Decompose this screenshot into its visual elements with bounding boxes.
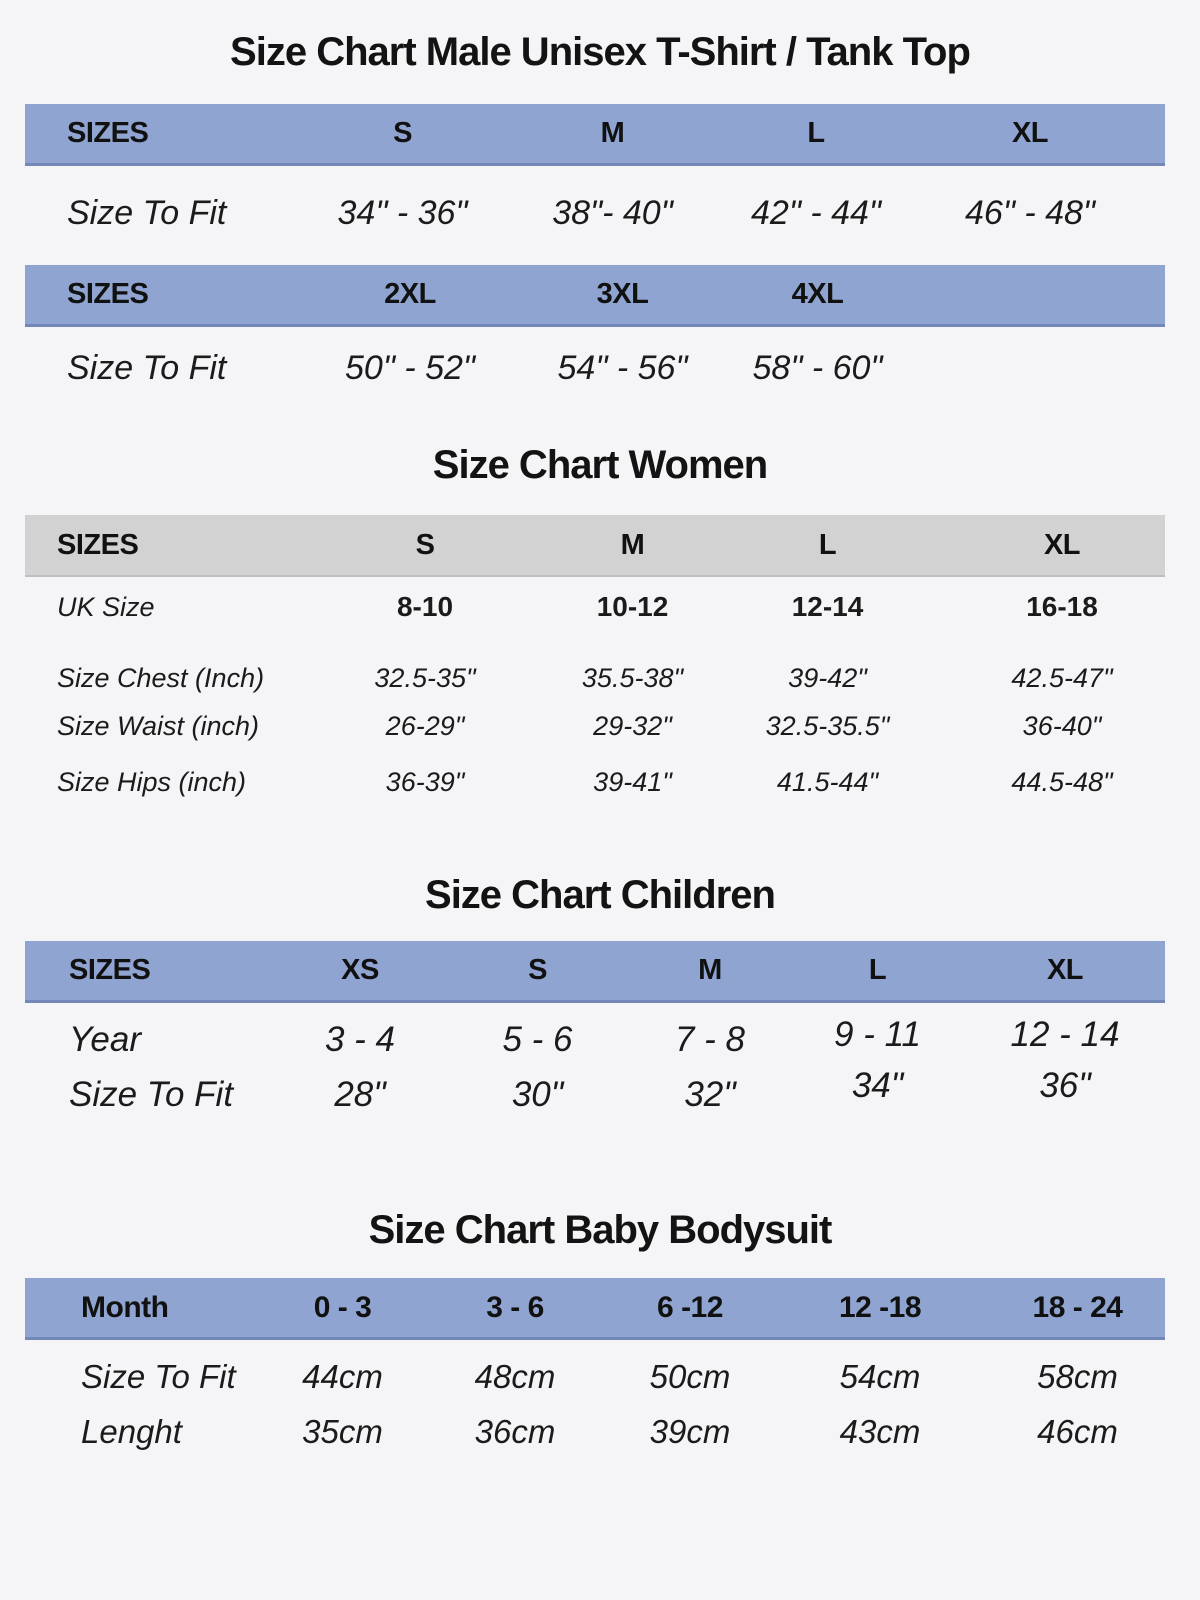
men-table2-size-to-fit-row: Size To Fit 50" - 52" 54" - 56" 58" - 60… [25, 338, 1165, 398]
children-year-row: Year 3 - 4 5 - 6 7 - 8 9 - 11 12 - 14 [25, 1010, 1165, 1070]
women-header-l: L [818, 528, 837, 561]
value-cell: 39cm [649, 1413, 731, 1450]
women-header-xl: XL [1043, 528, 1081, 561]
value-cell: 35cm [302, 1413, 383, 1450]
value-cell: 36cm [474, 1413, 556, 1450]
value-cell: 36-40" [1022, 710, 1102, 741]
value-cell: 41.5-44" [776, 766, 879, 797]
value-cell: 12-14 [791, 591, 864, 622]
women-hips-row: Size Hips (inch) 36-39" 39-41" 41.5-44" … [25, 752, 1165, 812]
men-table1-header-l: L [807, 117, 825, 149]
value-cell: 43cm [839, 1413, 921, 1450]
value-cell: 54cm [839, 1358, 921, 1395]
row-label: Size To Fit [81, 1358, 236, 1395]
children-header-xl: XL [1046, 954, 1084, 986]
row-label: Lenght [81, 1413, 182, 1450]
row-label: UK Size [57, 591, 155, 622]
value-cell: 36-39" [385, 766, 465, 797]
men-table2-header-row: SIZES 2XL 3XL 4XL [25, 265, 1165, 327]
value-cell: 32.5-35" [374, 662, 476, 693]
row-label: Size Chest (Inch) [57, 662, 265, 693]
value-cell: 58cm [1037, 1358, 1118, 1395]
women-waist-row: Size Waist (inch) 26-29" 29-32" 32.5-35.… [25, 696, 1165, 756]
children-header-l: L [868, 954, 887, 986]
women-uk-size-row: UK Size 8-10 10-12 12-14 16-18 [25, 577, 1165, 637]
value-cell: 8-10 [396, 591, 454, 622]
baby-header-3-6: 3 - 6 [486, 1290, 544, 1324]
value-cell: 30" [511, 1075, 564, 1114]
row-label: Size To Fit [69, 1075, 234, 1114]
value-cell: 36" [1039, 1066, 1091, 1105]
value-cell: 50cm [649, 1358, 731, 1395]
baby-header-0-3: 0 - 3 [313, 1290, 372, 1324]
row-label: Size To Fit [67, 193, 227, 232]
baby-header-month: Month [81, 1290, 169, 1324]
value-cell: 16-18 [1026, 591, 1098, 622]
children-header-m: M [698, 954, 722, 986]
value-cell: 35.5-38" [581, 662, 684, 693]
baby-header-6-12: 6 -12 [657, 1290, 723, 1324]
men-table2-header-sizes: SIZES [67, 278, 149, 310]
baby-table-header-row: Month 0 - 3 3 - 6 6 -12 12 -18 18 - 24 [25, 1278, 1165, 1340]
value-cell: 46" - 48" [965, 193, 1095, 232]
value-cell: 3 - 4 [324, 1020, 396, 1059]
row-label: Year [69, 1020, 141, 1059]
row-label: Size Hips (inch) [57, 766, 247, 797]
value-cell: 38"- 40" [552, 193, 673, 232]
value-cell: 39-42" [788, 662, 867, 693]
women-header-s: S [415, 528, 435, 561]
value-cell: 42" - 44" [751, 193, 881, 232]
value-cell: 54" - 56" [557, 348, 688, 387]
men-table1-header-row: SIZES S M L XL [25, 104, 1165, 166]
value-cell: 32.5-35.5" [765, 710, 890, 741]
value-cell: 39-41" [593, 766, 672, 797]
value-cell: 42.5-47" [1011, 662, 1113, 693]
baby-size-to-fit-row: Size To Fit 44cm 48cm 50cm 54cm 58cm [25, 1347, 1165, 1407]
value-cell: 58" - 60" [752, 348, 883, 387]
children-header-s: S [528, 954, 547, 986]
men-table1-header-sizes: SIZES [67, 117, 149, 149]
men-table1-size-to-fit-row: Size To Fit 34" - 36" 38"- 40" 42" - 44"… [25, 183, 1165, 243]
men-table2-header-4xl: 4XL [791, 278, 844, 310]
women-section-title: Size Chart Women [432, 443, 768, 487]
value-cell: 32" [684, 1075, 736, 1114]
value-cell: 44.5-48" [1011, 766, 1113, 797]
value-cell: 50" - 52" [345, 348, 475, 387]
baby-length-row: Lenght 35cm 36cm 39cm 43cm 46cm [25, 1402, 1165, 1462]
value-cell: 29-32" [593, 710, 672, 741]
children-header-sizes: SIZES [69, 954, 151, 986]
value-cell: 48cm [474, 1358, 556, 1395]
value-cell: 9 - 11 [834, 1015, 921, 1054]
children-table-header-row: SIZES XS S M L XL [25, 941, 1165, 1003]
men-table1-header-xl: XL [1011, 117, 1049, 149]
value-cell: 34" - 36" [337, 193, 468, 232]
baby-header-12-18: 12 -18 [838, 1290, 922, 1324]
value-cell: 46cm [1037, 1413, 1118, 1450]
men-table2-header-3xl: 3XL [596, 278, 649, 310]
children-size-to-fit-row: Size To Fit 28" 30" 32" 34" 36" [25, 1065, 1165, 1125]
value-cell: 5 - 6 [502, 1020, 573, 1059]
baby-header-18-24: 18 - 24 [1032, 1290, 1123, 1324]
men-table2-header-2xl: 2XL [384, 278, 436, 310]
men-table1-header-s: S [393, 117, 412, 149]
value-cell: 7 - 8 [674, 1020, 746, 1059]
women-table-header-row: SIZES S M L XL [25, 515, 1165, 577]
value-cell: 10-12 [596, 591, 669, 622]
value-cell: 34" [851, 1066, 904, 1105]
value-cell: 26-29" [385, 710, 465, 741]
women-chest-row: Size Chest (Inch) 32.5-35" 35.5-38" 39-4… [25, 648, 1165, 708]
women-header-sizes: SIZES [57, 528, 139, 561]
value-cell: 44cm [302, 1358, 383, 1395]
children-section-title: Size Chart Children [425, 873, 776, 917]
men-table1-header-m: M [600, 117, 625, 149]
children-header-xs: XS [341, 954, 379, 986]
baby-section-title: Size Chart Baby Bodysuit [368, 1208, 833, 1252]
value-cell: 12 - 14 [1010, 1015, 1120, 1054]
row-label: Size Waist (inch) [57, 710, 260, 741]
women-header-m: M [620, 528, 645, 561]
row-label: Size To Fit [67, 348, 227, 387]
value-cell: 28" [334, 1075, 386, 1114]
men-section-title: Size Chart Male Unisex T-Shirt / Tank To… [230, 30, 971, 74]
